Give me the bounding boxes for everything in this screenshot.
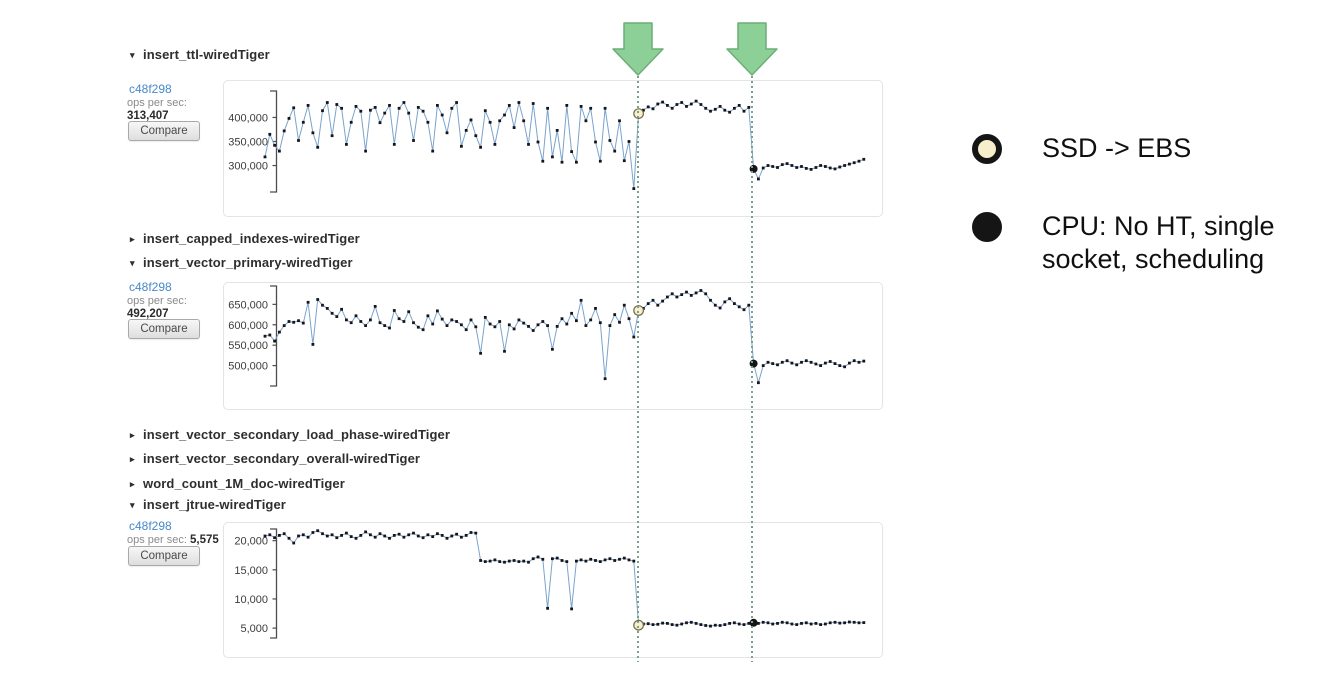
svg-text:550,000: 550,000: [228, 340, 268, 352]
ops-per-sec-label: ops per sec:: [127, 295, 187, 307]
ops-per-sec-label: ops per sec:: [127, 97, 187, 109]
compare-button[interactable]: Compare: [128, 319, 200, 339]
ops-per-sec-value: 5,575: [189, 534, 219, 546]
svg-text:5,000: 5,000: [240, 623, 268, 635]
triangle-right-icon: ▸: [130, 234, 135, 244]
triangle-right-icon: ▸: [130, 454, 135, 464]
triangle-down-icon: ▾: [130, 500, 135, 510]
compare-button[interactable]: Compare: [128, 121, 200, 141]
section-label: insert_jtrue-wiredTiger: [143, 497, 286, 512]
section-label: insert_ttl-wiredTiger: [143, 47, 270, 62]
svg-text:15,000: 15,000: [234, 565, 268, 577]
commit-link[interactable]: c48f298: [129, 82, 172, 96]
down-arrow-icon: [612, 22, 664, 76]
ops-per-sec-label: ops per sec:: [127, 534, 190, 546]
legend-row-ssd-ebs: SSD -> EBS: [972, 132, 1300, 165]
legend-label: SSD -> EBS: [1042, 133, 1192, 163]
triangle-down-icon: ▾: [130, 258, 135, 268]
commit-link[interactable]: c48f298: [129, 280, 172, 294]
legend-row-cpu: CPU: No HT, single socket, scheduling: [972, 210, 1300, 276]
svg-text:350,000: 350,000: [228, 137, 268, 149]
svg-text:650,000: 650,000: [228, 299, 268, 311]
section-label: word_count_1M_doc-wiredTiger: [143, 476, 345, 491]
svg-text:300,000: 300,000: [228, 161, 268, 173]
svg-text:10,000: 10,000: [234, 594, 268, 606]
triangle-right-icon: ▸: [130, 430, 135, 440]
section-header-insert-ttl[interactable]: ▾ insert_ttl-wiredTiger: [130, 47, 270, 62]
section-label: insert_vector_secondary_load_phase-wired…: [143, 427, 450, 442]
section-label: insert_vector_secondary_overall-wiredTig…: [143, 451, 421, 466]
cream-circle-icon: [972, 134, 1002, 164]
compare-button[interactable]: Compare: [128, 546, 200, 566]
svg-text:20,000: 20,000: [234, 536, 268, 548]
trend-chart-svg[interactable]: 400,000 350,000 300,000: [224, 81, 882, 216]
event-line-ssd-ebs: [637, 76, 639, 662]
section-label: insert_vector_primary-wiredTiger: [143, 255, 353, 270]
section-header-insert-capped-indexes[interactable]: ▸ insert_capped_indexes-wiredTiger: [130, 231, 360, 246]
black-circle-icon: [972, 212, 1002, 242]
event-line-cpu-change: [751, 76, 753, 662]
ops-per-sec-value: 492,207: [127, 308, 169, 320]
ops-per-sec-inline: ops per sec: 5,575: [127, 534, 219, 546]
section-header-insert-vector-primary[interactable]: ▾ insert_vector_primary-wiredTiger: [130, 255, 353, 270]
section-label: insert_capped_indexes-wiredTiger: [143, 231, 360, 246]
triangle-down-icon: ▾: [130, 50, 135, 60]
svg-text:500,000: 500,000: [228, 361, 268, 373]
section-header-insert-vector-secondary-overall[interactable]: ▸ insert_vector_secondary_overall-wiredTi…: [130, 451, 420, 466]
down-arrow-icon: [726, 22, 778, 76]
ops-per-sec-value: 313,407: [127, 110, 169, 122]
annotation-legend: SSD -> EBS CPU: No HT, single socket, sc…: [972, 132, 1300, 276]
chart-insert-jtrue[interactable]: 20,000 15,000 10,000 5,000: [223, 522, 883, 658]
section-header-word-count-1m-doc[interactable]: ▸ word_count_1M_doc-wiredTiger: [130, 476, 345, 491]
legend-label: CPU: No HT, single socket, scheduling: [1042, 211, 1275, 274]
section-header-insert-vector-secondary-load-phase[interactable]: ▸ insert_vector_secondary_load_phase-wire…: [130, 427, 450, 442]
svg-text:600,000: 600,000: [228, 320, 268, 332]
trend-chart-svg[interactable]: 650,000 600,000 550,000 500,000: [224, 283, 882, 409]
chart-insert-vector-primary[interactable]: 650,000 600,000 550,000 500,000: [223, 282, 883, 410]
triangle-right-icon: ▸: [130, 479, 135, 489]
chart-insert-ttl[interactable]: 400,000 350,000 300,000: [223, 80, 883, 217]
svg-text:400,000: 400,000: [228, 112, 268, 124]
trend-chart-svg[interactable]: 20,000 15,000 10,000 5,000: [224, 523, 882, 657]
commit-link[interactable]: c48f298: [129, 519, 172, 533]
section-header-insert-jtrue[interactable]: ▾ insert_jtrue-wiredTiger: [130, 497, 286, 512]
